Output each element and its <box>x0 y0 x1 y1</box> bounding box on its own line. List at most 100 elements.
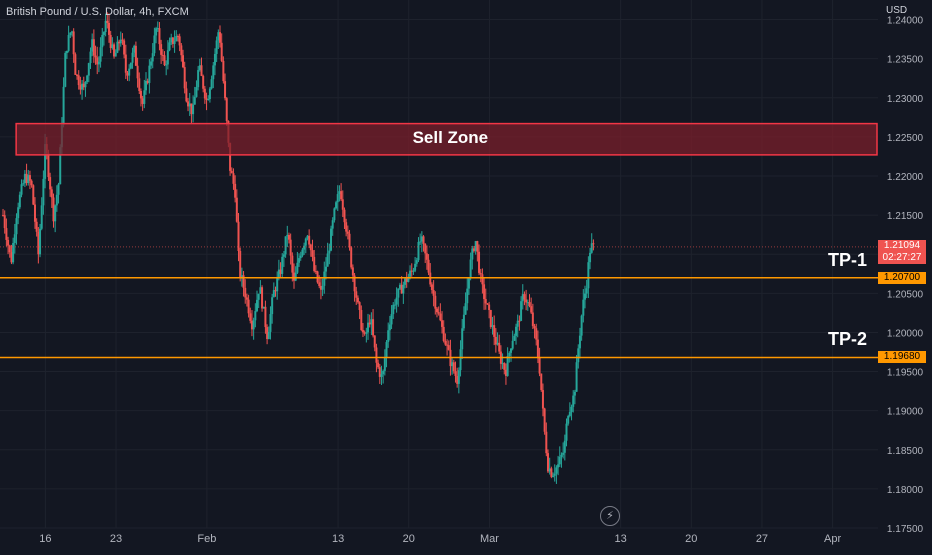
candle-body <box>398 284 401 289</box>
candle-body <box>447 345 450 350</box>
candle-body <box>299 255 302 259</box>
candle-body <box>383 358 386 371</box>
sell-zone <box>15 122 878 156</box>
candle-body <box>481 274 484 285</box>
candle-body <box>279 269 282 274</box>
candle-body <box>139 90 142 99</box>
candle-body <box>266 327 269 340</box>
candle-body <box>289 239 292 256</box>
candle-body <box>230 170 233 174</box>
candle-body <box>296 262 299 273</box>
candle-body <box>240 275 243 278</box>
candle-body <box>178 36 181 46</box>
candle-body <box>237 221 240 251</box>
candle-body <box>336 194 339 203</box>
candle-body <box>219 32 222 43</box>
candle-body <box>558 456 561 465</box>
candle-body <box>52 197 55 222</box>
candle-body <box>129 62 132 69</box>
candle-body <box>146 80 149 83</box>
candle-body <box>111 44 114 48</box>
candle-body <box>365 332 368 334</box>
currency-label: USD <box>886 5 908 16</box>
current-price-tag: 1.21094 02:27:27 <box>878 239 926 264</box>
candle-body <box>291 255 294 273</box>
candle-body <box>87 63 90 76</box>
candle-body <box>156 28 159 30</box>
candle-body <box>509 348 512 353</box>
candle-body <box>23 173 26 184</box>
candle-body <box>535 328 538 340</box>
y-tick-label: 1.22500 <box>887 133 924 144</box>
candle-body <box>489 310 492 327</box>
candle-body <box>392 304 395 315</box>
candle-body <box>229 142 232 171</box>
candle-body <box>40 205 43 229</box>
candle-body <box>262 306 265 309</box>
candle-body <box>50 189 53 198</box>
sell-zone-label: Sell Zone <box>412 128 489 148</box>
candle-body <box>106 20 109 23</box>
candle-body <box>319 286 322 290</box>
candle-body <box>12 243 15 263</box>
candle-body <box>287 234 290 240</box>
candle-body <box>72 31 75 55</box>
candle-body <box>414 263 417 271</box>
candle-body <box>409 270 412 277</box>
candle-body <box>151 53 154 62</box>
candle-body <box>33 204 36 222</box>
candle-body <box>553 473 556 476</box>
candle-body <box>330 228 333 251</box>
candle-body <box>567 415 570 424</box>
candle-body <box>311 250 314 257</box>
candle-body <box>148 65 151 83</box>
lightning-icon[interactable]: ⚡ <box>600 506 620 526</box>
x-tick-label: 27 <box>756 533 768 545</box>
candle-body <box>367 322 370 333</box>
candle-body <box>49 177 52 190</box>
candle-body <box>136 65 139 79</box>
candle-body <box>446 344 449 346</box>
candle-body <box>190 103 193 115</box>
candle-body <box>478 251 481 273</box>
candle-body <box>419 241 422 243</box>
level-lines <box>0 246 878 359</box>
candle-body <box>168 42 171 51</box>
candle-body <box>150 61 153 66</box>
candle-body <box>153 35 156 54</box>
candle-body <box>239 250 242 278</box>
candle-body <box>176 36 179 38</box>
candle-body <box>382 370 385 375</box>
candle-body <box>264 306 267 328</box>
candle-body <box>393 304 396 306</box>
candle-body <box>180 45 183 56</box>
candle-body <box>368 322 371 325</box>
candle-body <box>210 79 213 89</box>
candle-body <box>222 60 225 82</box>
candle-body <box>410 270 413 272</box>
candle-body <box>25 173 28 183</box>
candle-body <box>203 88 206 99</box>
candle-body <box>427 259 430 273</box>
candle-body <box>526 302 529 304</box>
candle-body <box>42 178 45 206</box>
candle-body <box>267 331 270 340</box>
candle-body <box>515 326 518 336</box>
candle-body <box>356 297 359 303</box>
candle-body <box>545 431 548 454</box>
candle-body <box>8 245 11 253</box>
candle-body <box>99 47 102 62</box>
candle-body <box>533 326 536 329</box>
candle-body <box>277 269 280 278</box>
y-tick-label: 1.23000 <box>887 94 924 105</box>
candle-body <box>121 39 124 41</box>
candle-body <box>467 278 470 289</box>
candle-body <box>306 235 309 239</box>
candle-body <box>412 270 415 272</box>
candle-body <box>294 272 297 281</box>
candle-body <box>212 65 215 80</box>
candle-body <box>565 423 568 441</box>
candle-body <box>160 44 163 55</box>
